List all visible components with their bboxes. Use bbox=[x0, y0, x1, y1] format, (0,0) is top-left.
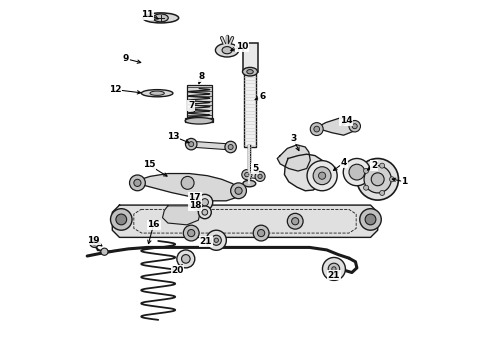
Circle shape bbox=[242, 170, 252, 180]
Bar bbox=[243, 43, 258, 72]
Text: 3: 3 bbox=[290, 134, 296, 143]
Polygon shape bbox=[135, 174, 241, 201]
Circle shape bbox=[186, 138, 197, 150]
Circle shape bbox=[231, 183, 246, 199]
Text: 15: 15 bbox=[143, 161, 155, 170]
Text: 1: 1 bbox=[401, 177, 408, 186]
Text: 14: 14 bbox=[340, 116, 352, 125]
Circle shape bbox=[357, 158, 398, 200]
Polygon shape bbox=[314, 118, 355, 135]
Ellipse shape bbox=[243, 180, 256, 187]
Polygon shape bbox=[285, 154, 327, 191]
Text: 20: 20 bbox=[172, 266, 184, 275]
Circle shape bbox=[349, 121, 361, 132]
Circle shape bbox=[287, 213, 303, 229]
Circle shape bbox=[235, 187, 242, 194]
Circle shape bbox=[177, 250, 195, 268]
Circle shape bbox=[352, 124, 357, 129]
Circle shape bbox=[364, 185, 368, 190]
Text: 7: 7 bbox=[188, 101, 195, 110]
Circle shape bbox=[116, 214, 126, 225]
Circle shape bbox=[332, 267, 336, 271]
Circle shape bbox=[181, 255, 190, 263]
Ellipse shape bbox=[153, 14, 168, 22]
Circle shape bbox=[225, 141, 236, 153]
Circle shape bbox=[253, 225, 269, 241]
Text: 2: 2 bbox=[371, 161, 377, 170]
Circle shape bbox=[258, 229, 265, 237]
Text: 4: 4 bbox=[341, 158, 347, 167]
Ellipse shape bbox=[141, 90, 173, 97]
Circle shape bbox=[328, 263, 340, 275]
Polygon shape bbox=[163, 206, 200, 225]
Circle shape bbox=[322, 257, 345, 280]
Circle shape bbox=[211, 235, 221, 245]
Circle shape bbox=[255, 171, 265, 181]
Circle shape bbox=[318, 172, 326, 179]
Circle shape bbox=[380, 163, 385, 168]
Circle shape bbox=[292, 218, 299, 225]
Circle shape bbox=[371, 173, 384, 186]
Ellipse shape bbox=[150, 91, 164, 95]
Circle shape bbox=[307, 161, 337, 191]
Circle shape bbox=[134, 179, 141, 186]
Circle shape bbox=[343, 158, 370, 186]
Text: 17: 17 bbox=[189, 193, 201, 202]
Circle shape bbox=[90, 238, 99, 247]
Polygon shape bbox=[277, 145, 310, 171]
Text: 5: 5 bbox=[252, 164, 258, 173]
Circle shape bbox=[364, 168, 368, 174]
Circle shape bbox=[313, 167, 331, 185]
Circle shape bbox=[92, 240, 97, 245]
Circle shape bbox=[129, 175, 146, 191]
Text: 9: 9 bbox=[123, 54, 129, 63]
Circle shape bbox=[201, 199, 208, 206]
Text: 19: 19 bbox=[87, 236, 100, 245]
Circle shape bbox=[101, 248, 108, 255]
Polygon shape bbox=[112, 205, 378, 237]
Text: 16: 16 bbox=[147, 220, 160, 229]
Circle shape bbox=[202, 210, 208, 215]
Text: 12: 12 bbox=[109, 85, 122, 94]
Circle shape bbox=[183, 225, 199, 241]
Ellipse shape bbox=[185, 118, 213, 124]
Text: 6: 6 bbox=[259, 92, 266, 101]
Circle shape bbox=[360, 209, 381, 230]
Circle shape bbox=[258, 174, 262, 179]
Circle shape bbox=[228, 144, 233, 149]
Text: 18: 18 bbox=[189, 201, 201, 210]
Text: 21: 21 bbox=[328, 270, 340, 279]
Bar bbox=[187, 85, 212, 119]
Circle shape bbox=[214, 238, 219, 242]
Circle shape bbox=[365, 214, 376, 225]
Bar bbox=[186, 118, 213, 122]
Ellipse shape bbox=[243, 67, 258, 76]
Ellipse shape bbox=[143, 13, 179, 23]
Circle shape bbox=[188, 229, 195, 237]
Circle shape bbox=[198, 206, 211, 219]
Circle shape bbox=[197, 194, 213, 210]
Text: 10: 10 bbox=[236, 42, 248, 51]
Circle shape bbox=[206, 230, 226, 250]
Circle shape bbox=[189, 141, 194, 147]
Bar bbox=[245, 72, 256, 147]
Ellipse shape bbox=[216, 43, 239, 57]
Text: 8: 8 bbox=[198, 72, 204, 81]
Circle shape bbox=[380, 190, 385, 195]
Circle shape bbox=[349, 164, 365, 180]
Circle shape bbox=[245, 172, 249, 177]
Ellipse shape bbox=[222, 46, 232, 54]
Circle shape bbox=[390, 177, 394, 182]
Circle shape bbox=[314, 126, 319, 132]
Ellipse shape bbox=[247, 69, 253, 74]
Circle shape bbox=[364, 166, 392, 193]
Text: 21: 21 bbox=[199, 237, 212, 246]
Circle shape bbox=[310, 123, 323, 135]
Text: 11: 11 bbox=[141, 10, 154, 19]
Circle shape bbox=[181, 176, 194, 189]
Circle shape bbox=[111, 209, 132, 230]
Text: 13: 13 bbox=[167, 132, 179, 141]
